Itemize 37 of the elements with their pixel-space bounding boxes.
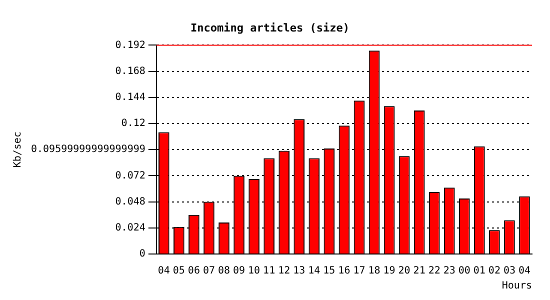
- x-tick-label: 11: [263, 266, 276, 277]
- x-tick-label: 00: [458, 266, 470, 277]
- x-tick-label: 05: [172, 266, 185, 277]
- x-tick-label: 06: [188, 266, 200, 277]
- x-tick-label: 21: [413, 266, 426, 277]
- x-tick-label: 20: [398, 266, 410, 277]
- x-tick-label: 01: [473, 266, 486, 277]
- x-tick-label: 02: [488, 266, 500, 277]
- x-tick-label: 23: [443, 266, 456, 277]
- y-tick-label: 0.168: [115, 66, 146, 77]
- x-tick-label: 19: [383, 266, 396, 277]
- x-tick-label: 04: [518, 266, 531, 277]
- x-tick-label: 04: [158, 266, 170, 277]
- x-tick-label: 09: [233, 266, 246, 277]
- chart-title: Incoming articles (size): [190, 21, 350, 34]
- y-tick-label: 0.09599999999999999: [31, 144, 146, 156]
- y-tick-label: 0.144: [115, 92, 146, 103]
- x-tick-label: 16: [338, 266, 350, 277]
- x-tick-label: 15: [323, 266, 336, 277]
- y-tick-label: 0.192: [115, 40, 146, 51]
- x-tick-label: 12: [278, 266, 290, 277]
- y-tick-label: 0.024: [115, 222, 146, 234]
- y-tick-label: 0.048: [115, 196, 146, 208]
- y-tick-label: 0: [139, 248, 146, 260]
- x-tick-label: 03: [503, 266, 516, 277]
- x-axis-title: Hours: [502, 280, 532, 292]
- x-tick-label: 17: [353, 266, 366, 277]
- x-tick-label: 10: [248, 266, 260, 277]
- x-tick-label: 18: [368, 266, 380, 277]
- y-axis-title: Kb/sec: [12, 132, 24, 168]
- x-tick-label: 08: [218, 266, 230, 277]
- x-tick-label: 07: [202, 266, 215, 277]
- y-tick-label: 0.072: [115, 170, 146, 182]
- y-tick-label: 0.12: [121, 118, 146, 130]
- x-tick-label: 22: [428, 266, 440, 277]
- x-tick-label: 13: [293, 266, 306, 277]
- x-tick-label: 14: [308, 266, 320, 277]
